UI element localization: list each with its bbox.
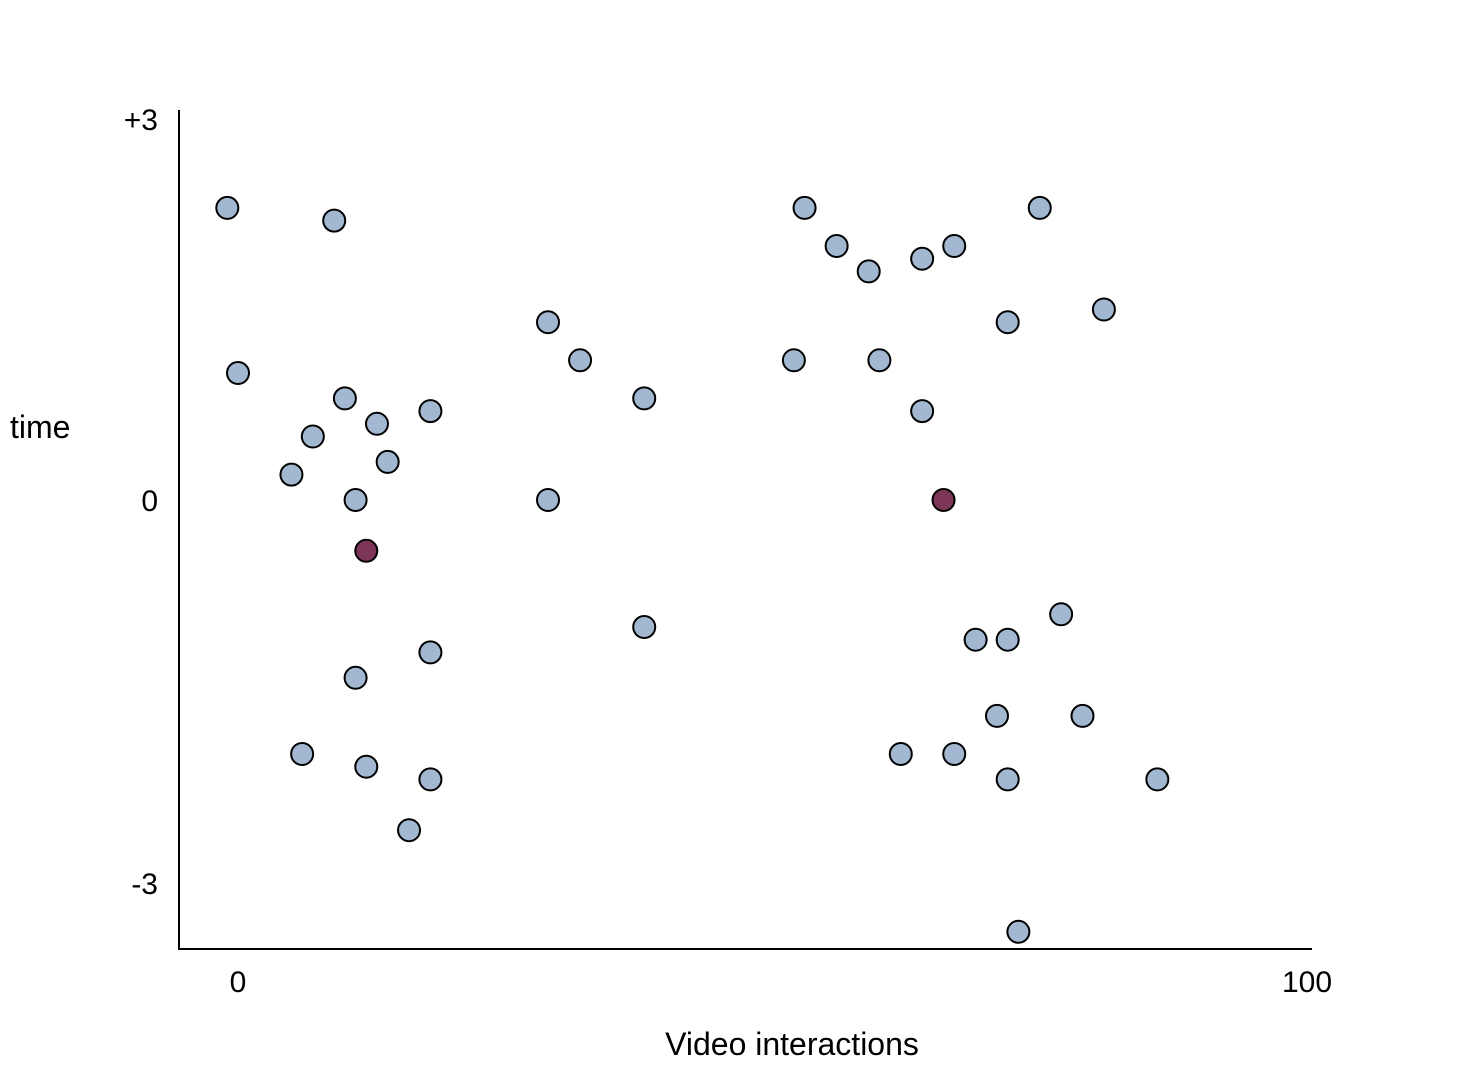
data-point — [1070, 703, 1095, 728]
y-tick-label: 0 — [141, 485, 158, 518]
data-point — [910, 399, 935, 424]
x-tick-label: 0 — [230, 966, 247, 999]
data-point — [300, 424, 325, 449]
data-point — [364, 411, 389, 436]
data-point — [343, 488, 368, 512]
highlighted-data-point — [354, 538, 379, 563]
data-point — [1006, 919, 1031, 944]
data-point — [995, 627, 1020, 652]
data-point — [632, 615, 657, 639]
y-tick-label: +3 — [124, 104, 158, 137]
data-point — [792, 195, 817, 220]
data-point — [1049, 602, 1074, 627]
data-point — [290, 742, 315, 766]
data-point — [867, 348, 892, 373]
data-point — [856, 259, 881, 284]
data-point — [995, 767, 1020, 792]
data-point — [418, 767, 443, 792]
data-point — [279, 462, 304, 487]
data-points — [215, 195, 1170, 944]
data-point — [888, 742, 913, 766]
data-point — [568, 348, 593, 373]
data-point — [942, 742, 967, 766]
data-point — [418, 640, 443, 665]
data-point — [910, 246, 935, 271]
data-point — [536, 310, 561, 335]
x-axis-title: Video interactions — [665, 1026, 919, 1062]
data-point — [1145, 767, 1170, 792]
data-point — [1091, 297, 1116, 322]
data-point — [375, 449, 400, 474]
data-point — [781, 348, 806, 373]
data-point — [984, 703, 1009, 728]
data-point — [963, 627, 988, 652]
y-tick-labels: +3 0 -3 — [124, 104, 158, 901]
y-axis-title: time — [10, 409, 70, 445]
data-point — [942, 234, 967, 258]
data-point — [824, 234, 849, 258]
data-point — [397, 818, 422, 843]
data-point — [343, 665, 368, 690]
data-point — [632, 386, 657, 411]
y-tick-label: -3 — [131, 868, 158, 901]
data-point — [354, 754, 379, 779]
data-point — [536, 488, 561, 512]
data-point — [332, 386, 357, 411]
x-tick-label: 100 — [1282, 966, 1332, 999]
data-point — [322, 208, 347, 233]
data-point — [215, 195, 240, 220]
x-tick-labels: 0 100 — [230, 966, 1332, 999]
data-point — [418, 399, 443, 424]
data-point — [1027, 195, 1052, 220]
highlighted-data-point — [931, 488, 956, 512]
data-point — [995, 310, 1020, 335]
data-point — [226, 361, 250, 385]
